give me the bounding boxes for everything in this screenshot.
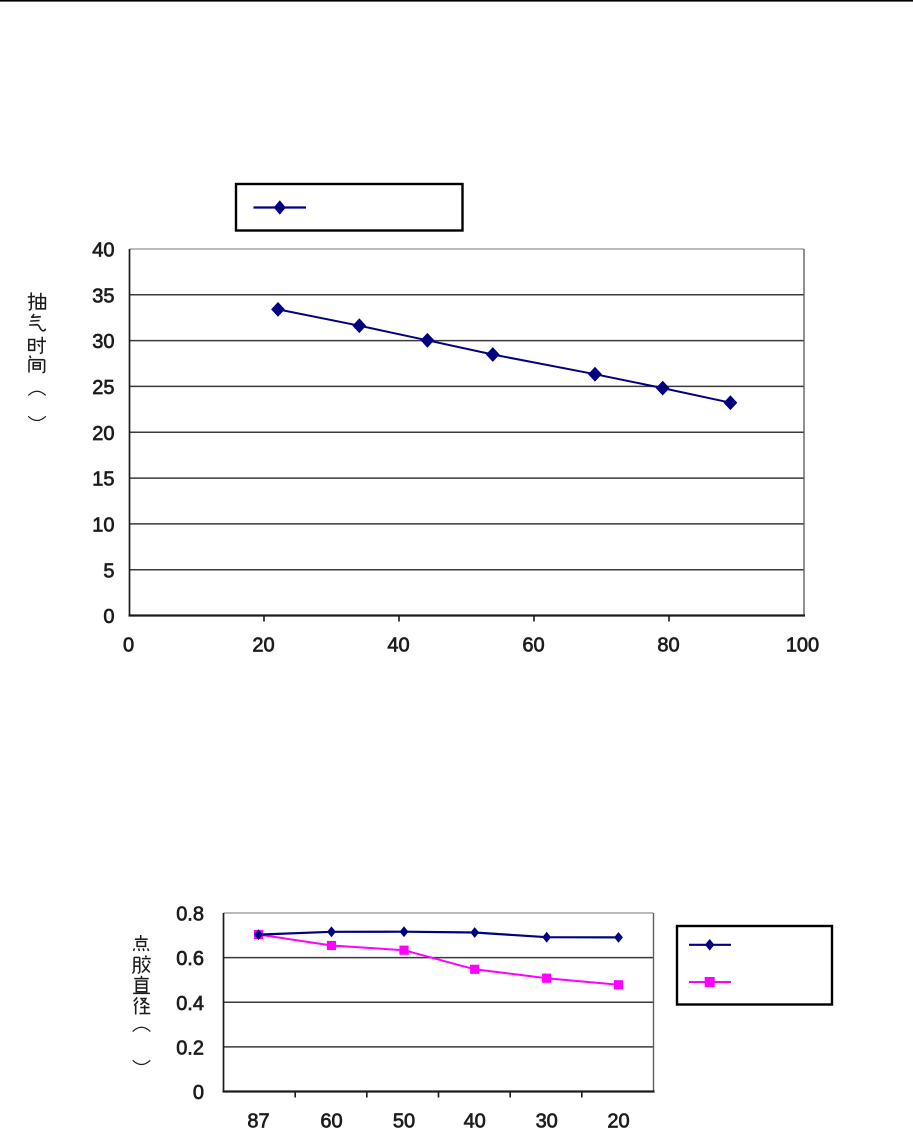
svg-text:40: 40 — [464, 1111, 486, 1133]
svg-text:87: 87 — [247, 1111, 269, 1133]
svg-text:60: 60 — [522, 635, 544, 657]
svg-text:0.6: 0.6 — [176, 948, 204, 970]
svg-text:0: 0 — [123, 635, 134, 657]
svg-text:40: 40 — [387, 635, 409, 657]
svg-text:30: 30 — [536, 1111, 558, 1133]
svg-text:60: 60 — [320, 1111, 342, 1133]
svg-text:35: 35 — [92, 285, 114, 307]
svg-text:20: 20 — [607, 1111, 629, 1133]
svg-text:0.2: 0.2 — [176, 1038, 204, 1060]
svg-text:80: 80 — [657, 635, 679, 657]
svg-text:50: 50 — [393, 1111, 415, 1133]
svg-text:20: 20 — [252, 635, 274, 657]
svg-text:20: 20 — [92, 423, 114, 445]
svg-text:0.8: 0.8 — [176, 904, 204, 926]
svg-text:0: 0 — [103, 606, 114, 628]
svg-text:10: 10 — [92, 515, 114, 537]
svg-text:30: 30 — [92, 331, 114, 353]
svg-text:15: 15 — [92, 469, 114, 491]
svg-text:0.4: 0.4 — [176, 993, 204, 1015]
svg-text:5: 5 — [103, 560, 114, 582]
svg-text:0: 0 — [193, 1082, 204, 1104]
svg-text:40: 40 — [92, 240, 114, 262]
svg-text:100: 100 — [786, 635, 819, 657]
svg-text:25: 25 — [92, 377, 114, 399]
